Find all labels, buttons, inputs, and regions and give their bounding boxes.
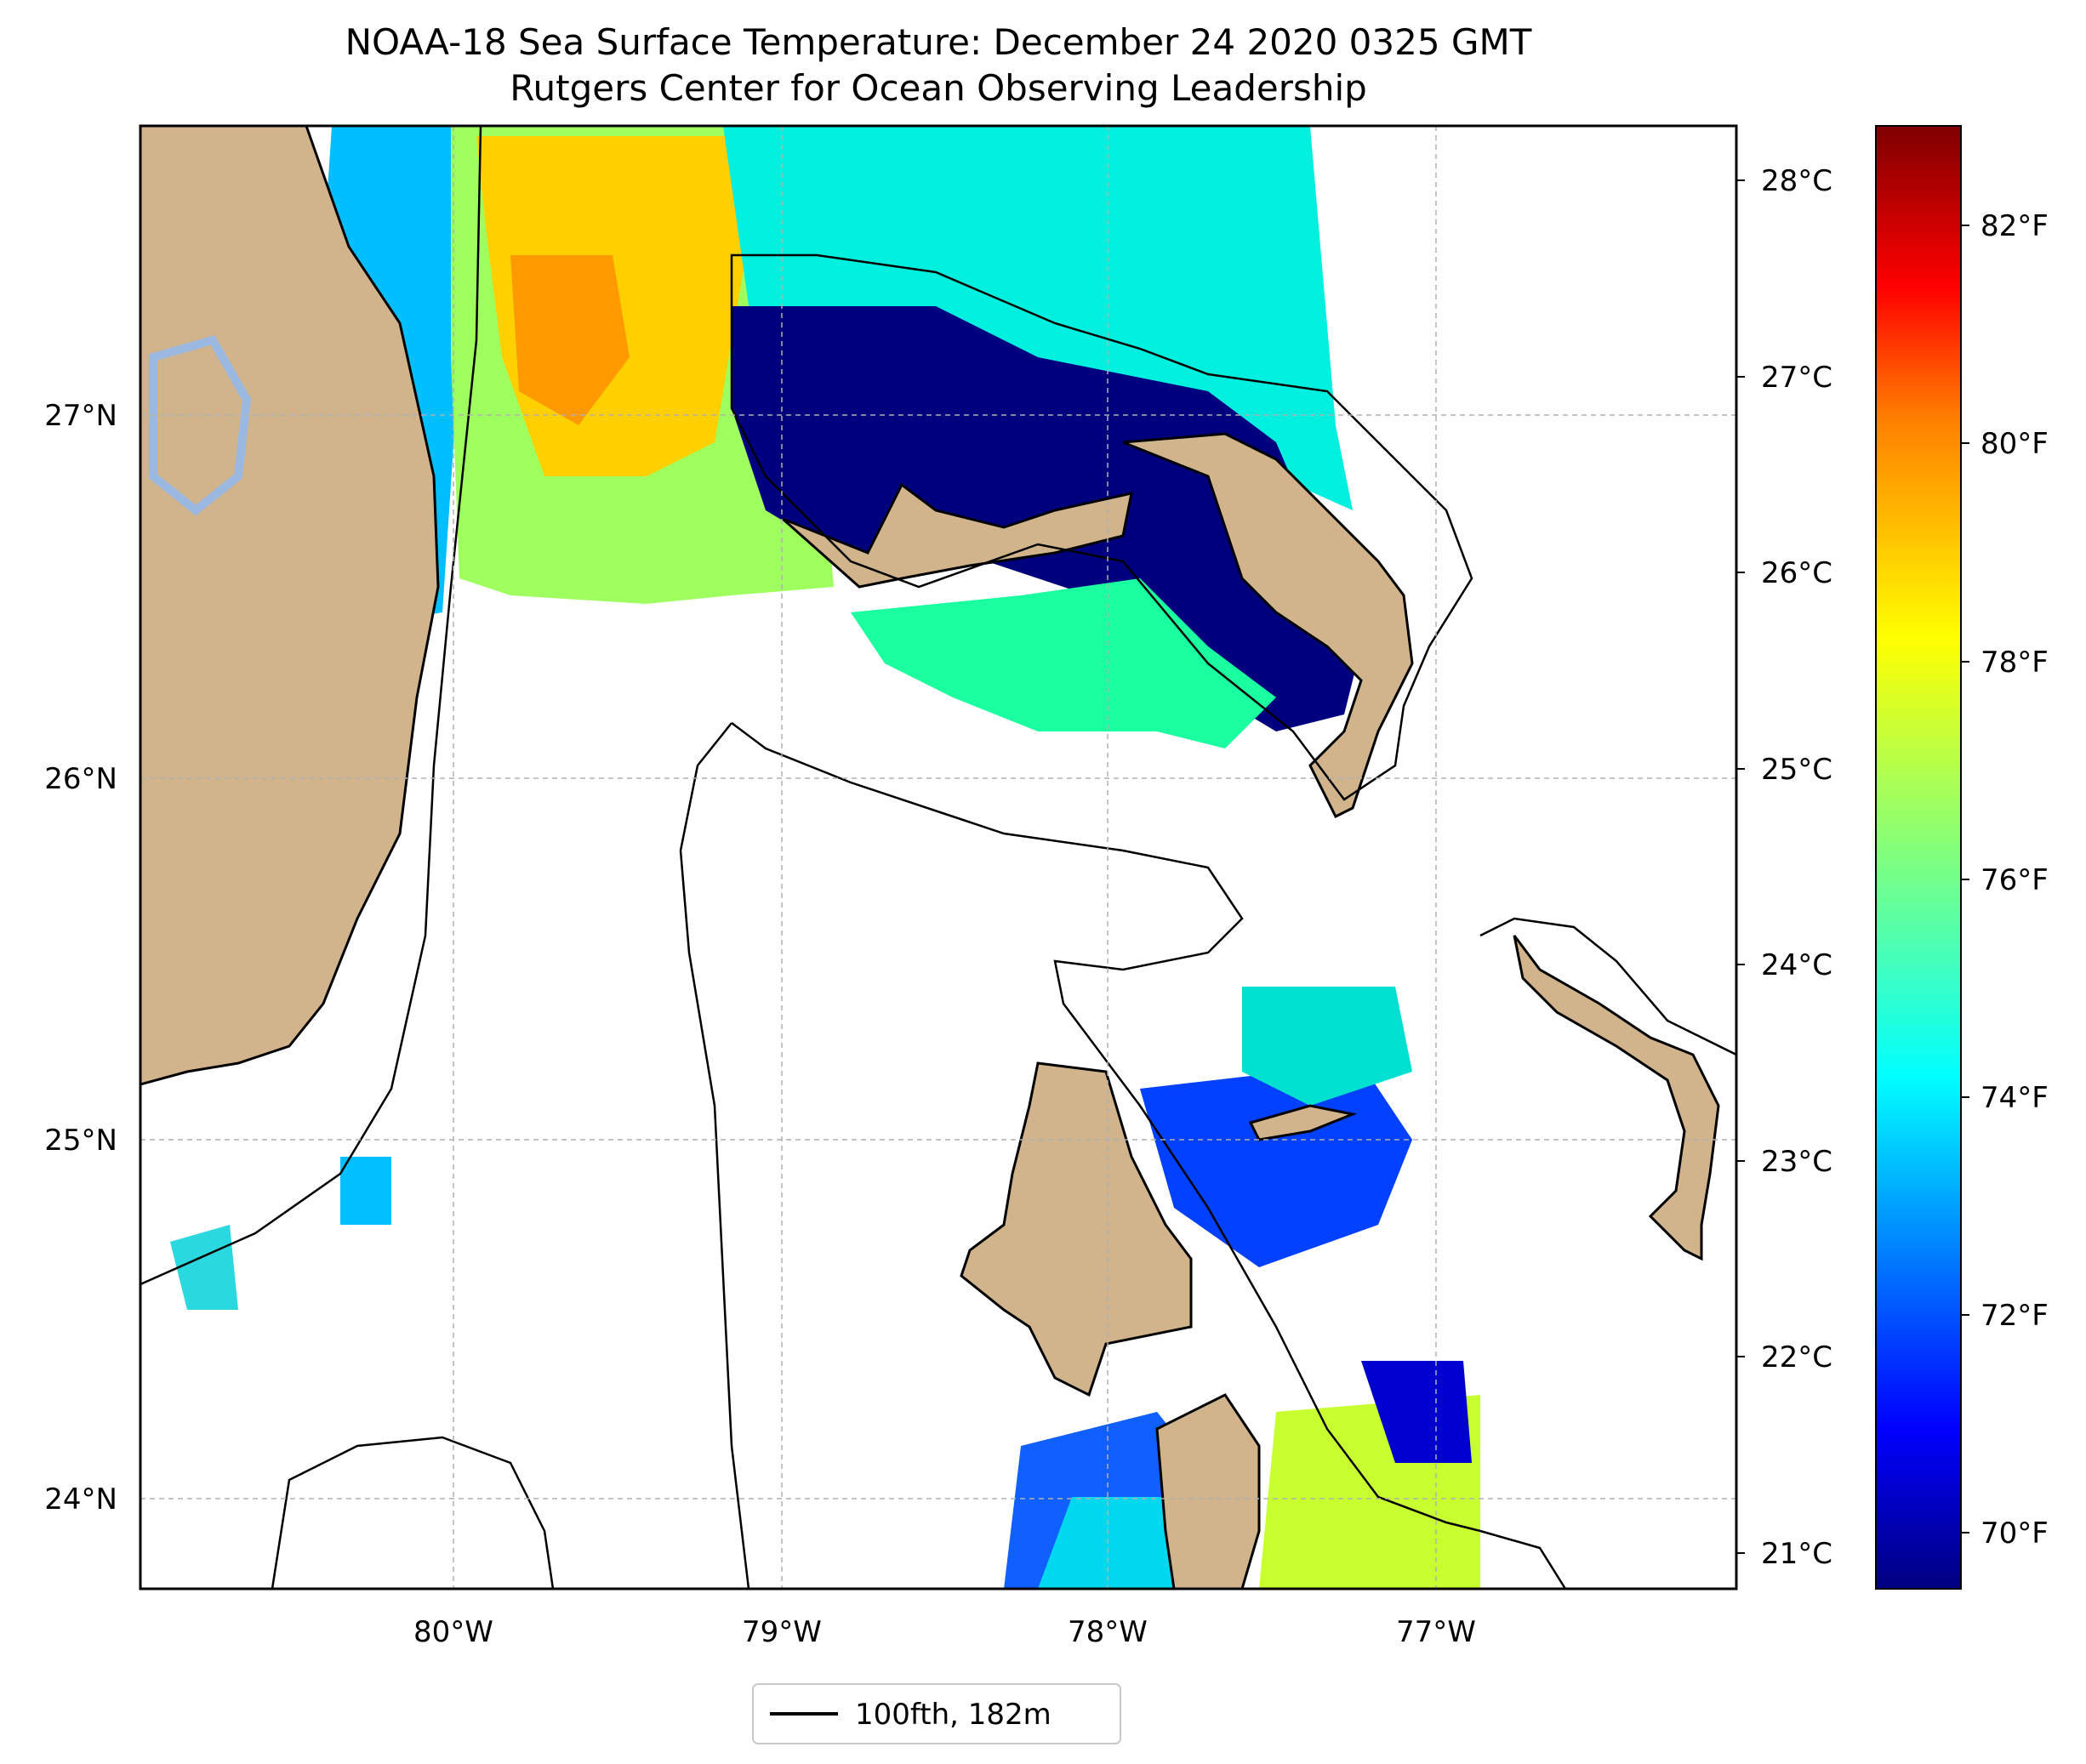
- sst-patch-dark-bottom: [1361, 1361, 1472, 1463]
- latitude-axis: 27°N 26°N 25°N 24°N: [44, 399, 117, 1516]
- contour-florida-shelf: [140, 126, 482, 1286]
- celsius-tick-label: 24°C: [1761, 948, 1832, 982]
- fahrenheit-tick-label: 80°F: [1981, 427, 2049, 461]
- map-panel: [140, 126, 1736, 1589]
- land-eleuthera: [1513, 935, 1720, 1261]
- fahrenheit-ticks: [1961, 225, 1969, 1534]
- contour-little-bahama-bank: [730, 253, 1473, 801]
- longitude-axis: 80°W 79°W 78°W 77°W: [413, 1615, 1476, 1649]
- lon-tick-label: 78°W: [1068, 1615, 1148, 1649]
- sst-patch-small-sw: [170, 1225, 238, 1310]
- figure-subtitle: Rutgers Center for Ocean Observing Leade…: [510, 67, 1367, 109]
- contour-exuma: [1479, 917, 1736, 1056]
- celsius-tick-label: 22°C: [1761, 1340, 1832, 1374]
- colorbar: 28°C 27°C 26°C 25°C 24°C 23°C 22°C 21°C …: [1736, 125, 2049, 1590]
- sst-patch-mid-cyan: [851, 578, 1276, 748]
- figure-title: NOAA-18 Sea Surface Temperature: Decembe…: [345, 21, 1532, 63]
- sst-patch-small-west: [340, 1157, 391, 1225]
- land-andros: [960, 1061, 1193, 1397]
- legend-box: [752, 1683, 1121, 1744]
- land-abaco: [1122, 432, 1414, 819]
- celsius-tick-label: 27°C: [1761, 361, 1832, 395]
- celsius-tick-label: 21°C: [1761, 1537, 1832, 1571]
- lon-tick-label: 79°W: [742, 1615, 822, 1649]
- land-andros-south: [1155, 1393, 1261, 1589]
- sst-patch-hot-spot: [510, 255, 630, 425]
- celsius-tick-label: 25°C: [1761, 753, 1832, 787]
- lake-okeechobee-outline: [149, 335, 252, 516]
- legend-label: 100fth, 182m: [855, 1698, 1052, 1732]
- gridlines: [140, 126, 1736, 1589]
- celsius-tick-label: 26°C: [1761, 556, 1832, 590]
- fahrenheit-tick-label: 72°F: [1981, 1299, 2049, 1333]
- fahrenheit-tick-label: 74°F: [1981, 1081, 2049, 1115]
- lon-tick-label: 80°W: [413, 1615, 493, 1649]
- bathymetry-100fth: [140, 126, 1736, 1589]
- sst-patch-cyan-south: [1242, 987, 1412, 1106]
- contour-west-bank: [679, 722, 750, 1589]
- contour-great-bahama-bank: [731, 722, 1567, 1589]
- celsius-axis: [1736, 179, 1745, 1554]
- colorbar-gradient: [1875, 125, 1962, 1590]
- land-grand-bahama: [782, 482, 1133, 589]
- land-layer: [140, 126, 1720, 1589]
- land-new-providence: [1248, 1104, 1358, 1141]
- legend: 100fth, 182m: [752, 1683, 1121, 1744]
- lat-tick-label: 25°N: [44, 1124, 117, 1158]
- fahrenheit-tick-label: 78°F: [1981, 646, 2049, 680]
- lat-tick-label: 24°N: [44, 1482, 117, 1516]
- fahrenheit-tick-label: 70°F: [1981, 1516, 2049, 1551]
- celsius-tick-label: 23°C: [1761, 1145, 1832, 1179]
- celsius-labels: 28°C 27°C 26°C 25°C 24°C 23°C 22°C 21°C: [1761, 164, 1832, 1571]
- lat-tick-label: 27°N: [44, 399, 117, 433]
- contour-cay-sal: [271, 1436, 555, 1589]
- fahrenheit-tick-label: 76°F: [1981, 863, 2049, 897]
- lat-tick-label: 26°N: [44, 762, 117, 796]
- fahrenheit-labels: 82°F 80°F 78°F 76°F 74°F 72°F 70°F: [1981, 209, 2049, 1551]
- lon-tick-label: 77°W: [1396, 1615, 1476, 1649]
- map-frame: [139, 124, 1738, 1590]
- fahrenheit-tick-label: 82°F: [1981, 209, 2049, 243]
- celsius-tick-label: 28°C: [1761, 164, 1832, 198]
- land-florida: [140, 126, 440, 1086]
